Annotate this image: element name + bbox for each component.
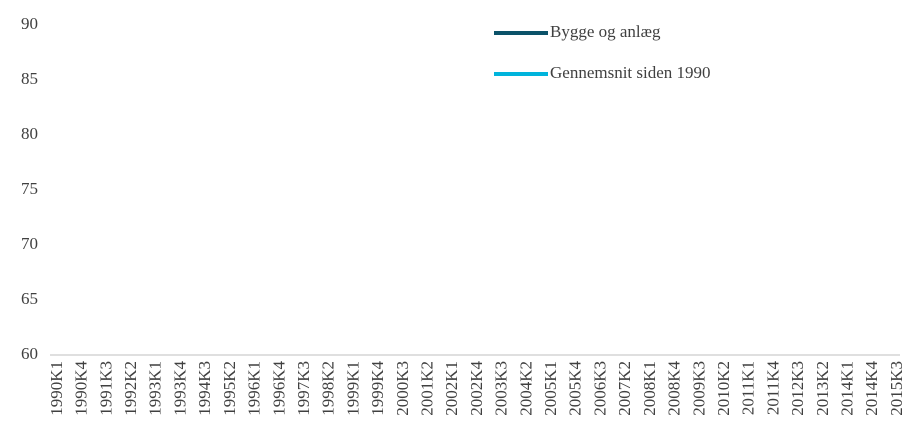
x-tick-label: 1998K2 bbox=[319, 361, 338, 416]
x-tick-label: 2010K2 bbox=[714, 361, 733, 416]
x-tick-label: 1992K2 bbox=[121, 361, 140, 416]
x-tick-label: 1993K4 bbox=[170, 361, 189, 416]
x-tick-label: 2011K4 bbox=[763, 361, 782, 416]
x-tick-label: 1999K4 bbox=[368, 361, 387, 416]
y-tick-label: 60 bbox=[21, 344, 38, 363]
x-tick-label: 2008K4 bbox=[665, 361, 684, 416]
legend-label: Gennemsnit siden 1990 bbox=[550, 63, 711, 82]
x-tick-label: 2003K3 bbox=[492, 361, 511, 416]
x-tick-label: 2000K3 bbox=[393, 361, 412, 416]
x-tick-label: 1995K2 bbox=[220, 361, 239, 416]
x-tick-label: 2013K2 bbox=[813, 361, 832, 416]
x-tick-label: 2006K3 bbox=[590, 361, 609, 416]
x-tick-label: 2009K3 bbox=[689, 361, 708, 416]
x-tick-label: 1997K3 bbox=[294, 361, 313, 416]
x-tick-label: 1990K1 bbox=[47, 361, 66, 416]
y-tick-label: 85 bbox=[21, 69, 38, 88]
x-tick-label: 2014K4 bbox=[862, 361, 881, 416]
x-tick-label: 1999K1 bbox=[343, 361, 362, 416]
x-tick-label: 1994K3 bbox=[195, 361, 214, 416]
x-tick-label: 2001K2 bbox=[417, 361, 436, 416]
y-tick-label: 65 bbox=[21, 289, 38, 308]
y-tick-label: 80 bbox=[21, 124, 38, 143]
x-tick-label: 1991K3 bbox=[96, 361, 115, 416]
x-tick-label: 2007K2 bbox=[615, 361, 634, 416]
y-tick-label: 90 bbox=[21, 14, 38, 33]
x-tick-label: 2002K4 bbox=[467, 361, 486, 416]
y-tick-label: 75 bbox=[21, 179, 38, 198]
x-tick-label: 1996K4 bbox=[269, 361, 288, 416]
x-tick-label: 2002K1 bbox=[442, 361, 461, 416]
x-tick-label: 2005K1 bbox=[541, 361, 560, 416]
x-tick-label: 1990K4 bbox=[72, 361, 91, 416]
x-tick-label: 2011K1 bbox=[739, 361, 758, 415]
x-tick-label: 1996K1 bbox=[245, 361, 264, 416]
x-tick-label: 2014K1 bbox=[837, 361, 856, 416]
x-tick-label: 2004K2 bbox=[516, 361, 535, 416]
x-tick-label: 1993K1 bbox=[146, 361, 165, 416]
x-tick-label: 2012K3 bbox=[788, 361, 807, 416]
x-tick-label: 2015K3 bbox=[887, 361, 902, 416]
legend-label: Bygge og anlæg bbox=[550, 22, 661, 41]
y-tick-label: 70 bbox=[21, 234, 38, 253]
x-tick-label: 2005K4 bbox=[566, 361, 585, 416]
x-tick-label: 2008K1 bbox=[640, 361, 659, 416]
